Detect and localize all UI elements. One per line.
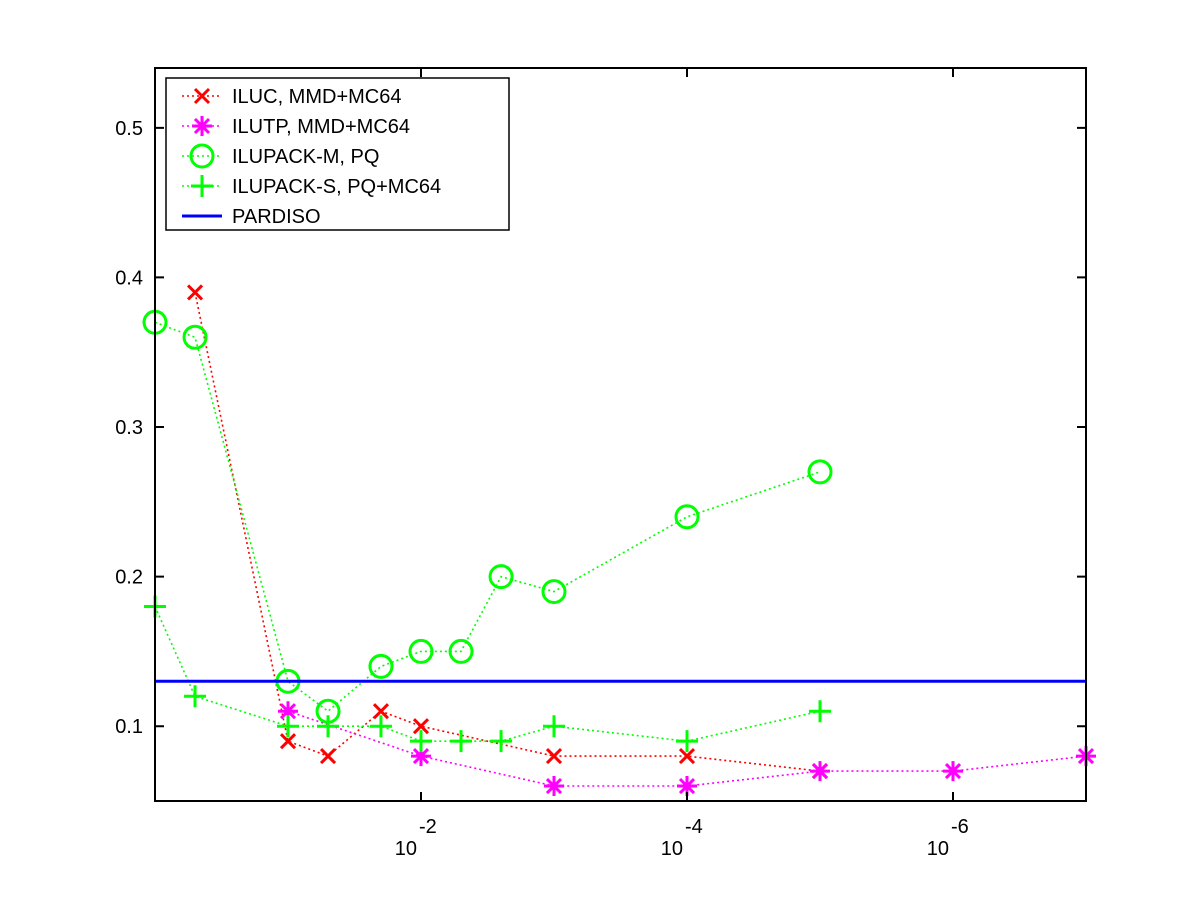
legend: ILUC, MMD+MC64 ILUTP, MMD+MC64 ILUPACK-M, … — [165, 77, 510, 231]
legend-marker-3 — [191, 175, 213, 197]
y-tick-label-3: 0.4 — [115, 267, 143, 289]
legend-label-0: ILUC, MMD+MC64 — [232, 86, 401, 108]
legend-marker-2 — [189, 143, 215, 169]
x-tick-label-exp-0: -2 — [419, 816, 437, 838]
data-point-1-2 — [544, 776, 564, 797]
data-point-3-6 — [450, 730, 473, 753]
series-line-0 — [194, 292, 821, 772]
data-point-3-2 — [277, 715, 299, 738]
series-2 — [142, 309, 833, 724]
data-point-3-1 — [184, 685, 207, 708]
x-tick-label-base-1: 10 — [661, 838, 683, 860]
data-point-0-1 — [279, 733, 297, 750]
data-point-3-9 — [676, 730, 698, 753]
legend-label-2: ILUPACK-M, PQ — [232, 146, 379, 168]
legend-label-3: ILUPACK-S, PQ+MC64 — [232, 176, 441, 198]
data-point-2-6 — [448, 638, 474, 664]
data-point-2-5 — [408, 638, 434, 664]
data-point-3-10 — [809, 700, 831, 723]
data-point-0-2 — [319, 748, 337, 765]
plot-frame — [154, 67, 1087, 802]
data-point-0-3 — [372, 703, 390, 720]
y-tick-label-2: 0.3 — [115, 417, 143, 439]
data-point-0-5 — [545, 748, 563, 765]
data-point-1-5 — [943, 761, 963, 782]
data-point-3-7 — [490, 730, 513, 753]
legend-label-1: ILUTP, MMD+MC64 — [232, 116, 410, 138]
legend-marker-1 — [192, 116, 212, 136]
data-point-2-7 — [488, 564, 514, 590]
legend-label-4: PARDISO — [232, 206, 321, 228]
series-line-2 — [154, 321, 821, 713]
data-point-0-4 — [412, 718, 430, 735]
legend-marker-0 — [193, 87, 211, 105]
data-point-3-4 — [369, 715, 392, 738]
data-point-2-10 — [807, 459, 833, 485]
x-tick-label-exp-2: -6 — [951, 816, 969, 838]
data-point-1-3 — [677, 776, 697, 797]
x-tick-label-base-0: 10 — [395, 838, 417, 860]
data-point-3-5 — [410, 730, 432, 753]
data-point-1-0 — [278, 701, 298, 722]
data-point-1-1 — [411, 746, 431, 767]
y-tick-label-0: 0.1 — [115, 716, 143, 738]
x-tick-label-exp-1: -4 — [685, 816, 703, 838]
legend-box — [165, 77, 510, 231]
data-point-0-0 — [186, 284, 204, 301]
y-tick-label-1: 0.2 — [115, 567, 143, 589]
data-point-2-4 — [368, 653, 394, 679]
data-point-3-8 — [543, 715, 565, 738]
y-tick-label-4: 0.5 — [115, 118, 143, 140]
data-point-2-9 — [674, 504, 700, 530]
data-point-0-6 — [678, 748, 696, 765]
series-layer — [142, 284, 1096, 797]
tick-layer: 0.10.20.30.40.510-210-410-6 — [115, 68, 1086, 860]
data-point-2-1 — [182, 324, 208, 350]
data-point-3-3 — [317, 715, 340, 738]
series-0 — [186, 284, 829, 780]
data-point-2-8 — [541, 579, 567, 605]
data-point-1-4 — [810, 761, 830, 782]
x-tick-label-base-2: 10 — [927, 838, 949, 860]
